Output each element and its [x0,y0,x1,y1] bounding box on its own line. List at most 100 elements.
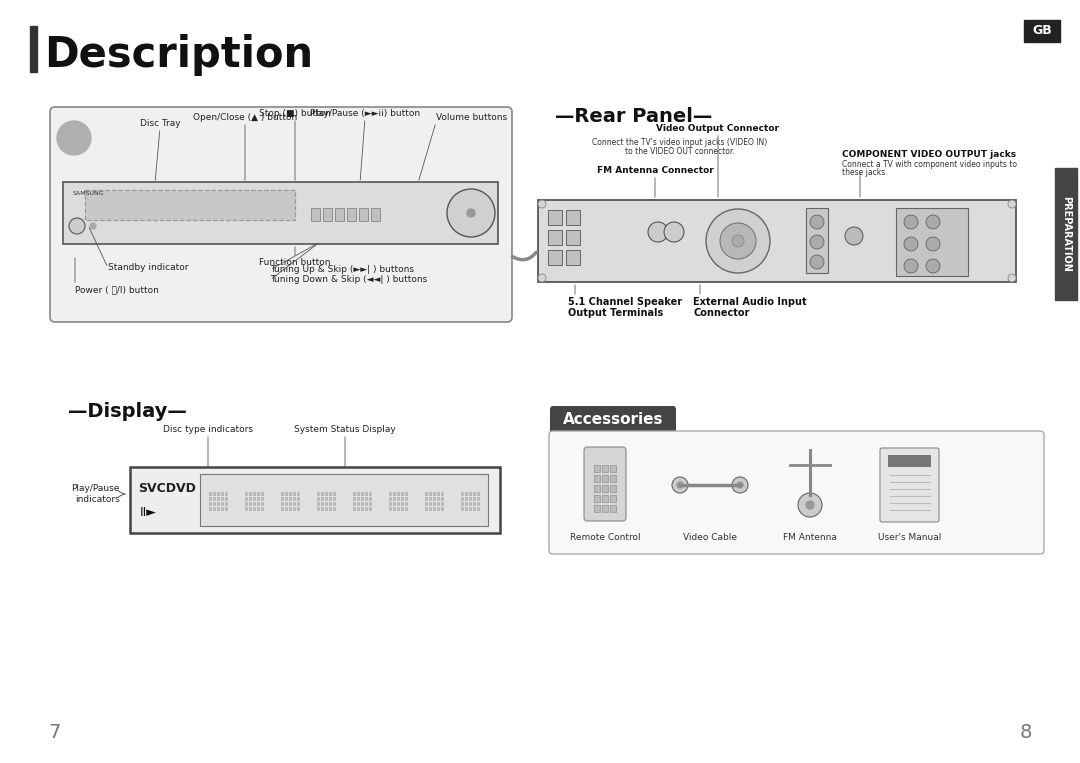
Bar [365,507,368,510]
Bar [441,507,444,510]
Bar [318,507,320,510]
Bar [245,492,248,495]
Bar [369,507,372,510]
Bar [602,475,608,482]
FancyBboxPatch shape [50,107,512,322]
Bar [361,497,364,501]
Bar [213,492,216,495]
Text: Video Cable: Video Cable [683,533,737,542]
Bar [401,507,404,510]
Bar [426,507,428,510]
Bar [253,507,256,510]
Bar [285,507,288,510]
Bar [329,507,332,510]
Bar [85,190,295,220]
Bar [469,507,472,510]
Bar [369,502,372,506]
Bar [441,502,444,506]
Text: Description: Description [44,34,313,76]
Bar [365,497,368,501]
Bar [225,492,228,495]
Bar [610,505,616,512]
Bar [401,492,404,495]
Bar [297,502,300,506]
FancyBboxPatch shape [549,431,1044,554]
Bar [329,502,332,506]
Bar [477,502,480,506]
Bar [469,502,472,506]
Circle shape [90,223,96,229]
Circle shape [648,222,669,242]
Bar [257,502,260,506]
Bar [323,208,332,221]
Circle shape [732,235,744,247]
Bar [401,502,404,506]
Bar [321,507,324,510]
Bar [461,492,464,495]
Circle shape [810,255,824,269]
Text: —Rear Panel—: —Rear Panel— [555,107,712,126]
Bar [405,502,408,506]
Text: FM Antenna Connector: FM Antenna Connector [596,166,714,175]
Bar [361,502,364,506]
Text: SVCDVD: SVCDVD [138,482,195,495]
Bar [335,208,345,221]
Bar [405,507,408,510]
Text: —Display—: —Display— [68,402,187,421]
Circle shape [904,215,918,229]
Bar [594,495,600,502]
Bar [806,208,828,273]
Bar [253,492,256,495]
Bar [261,492,264,495]
Bar [389,502,392,506]
Bar [285,502,288,506]
Text: External Audio Input: External Audio Input [693,297,807,307]
Bar [602,485,608,492]
Bar [361,507,364,510]
Bar [217,507,220,510]
Text: SAMSUNG: SAMSUNG [73,191,105,196]
Bar [433,502,436,506]
Bar [347,208,356,221]
Bar [325,497,328,501]
Bar [426,502,428,506]
Bar [357,492,360,495]
Circle shape [706,209,770,273]
Bar [281,492,284,495]
Bar [325,502,328,506]
Bar [297,507,300,510]
Text: Connect a TV with component video inputs to: Connect a TV with component video inputs… [842,160,1017,169]
Bar [293,497,296,501]
Text: Open/Close (▲ ) button: Open/Close (▲ ) button [193,113,297,122]
Text: Stop (■) button: Stop (■) button [259,109,330,118]
Bar [261,502,264,506]
Bar [321,502,324,506]
Bar [372,208,380,221]
Text: Function button: Function button [259,258,330,267]
FancyBboxPatch shape [584,447,626,521]
Bar [249,492,252,495]
Bar [461,507,464,510]
Bar [289,507,292,510]
Text: Volume buttons: Volume buttons [436,113,508,122]
Bar [461,497,464,501]
Bar [610,475,616,482]
Bar [353,502,356,506]
Bar [548,230,562,245]
Bar [225,502,228,506]
Circle shape [664,222,684,242]
Bar [397,507,400,510]
Bar [285,497,288,501]
Bar [429,507,432,510]
Bar [361,492,364,495]
Bar [433,497,436,501]
Bar [210,497,212,501]
Bar [321,492,324,495]
Bar [221,497,224,501]
Bar [393,507,396,510]
Bar [210,507,212,510]
Bar [465,492,468,495]
Text: Play/Pause
indicators: Play/Pause indicators [71,485,120,504]
Bar [397,492,400,495]
Bar [610,485,616,492]
